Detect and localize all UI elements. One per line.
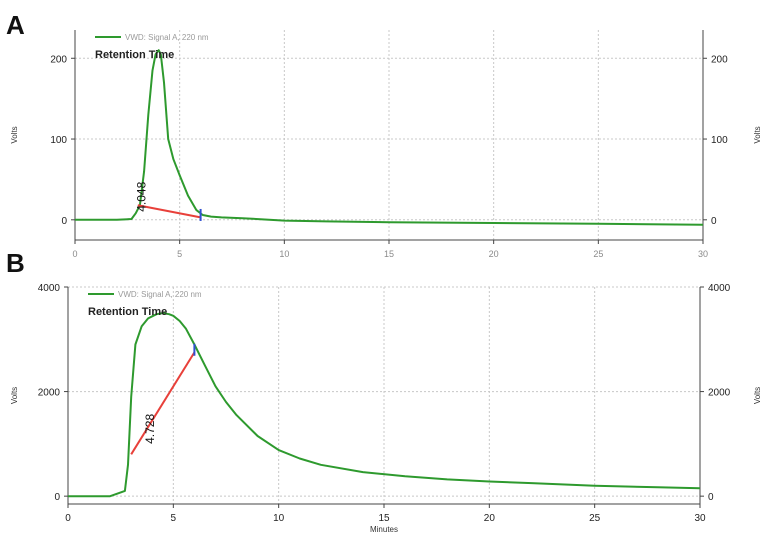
x-tick-label: 20 [484,513,496,524]
y-tick-label-left: 100 [50,135,67,146]
panel-letter-a: A [6,10,25,40]
retention-time-label: 4.728 [143,414,157,444]
y-tick-label-left: 0 [54,492,60,503]
y-axis-label-right: Volts [753,126,762,143]
y-tick-label-right: 4000 [708,283,731,294]
series-line [75,49,704,226]
y-tick-label-right: 2000 [708,388,731,399]
retention-time-title: Retention Time [95,49,174,61]
x-tick-label: 10 [279,249,289,259]
x-tick-label: 5 [177,249,182,259]
y-tick-label-left: 4000 [38,283,61,294]
y-tick-label-left: 2000 [38,388,61,399]
y-axis-label-left: Volts [10,126,19,143]
series-line [68,312,701,498]
x-tick-label: 25 [593,249,603,259]
x-tick-label: 30 [694,513,706,524]
x-tick-label: 20 [489,249,499,259]
x-tick-label: 25 [589,513,601,524]
y-tick-label-left: 200 [50,54,67,65]
integration-baseline [130,351,196,455]
retention-time-label: 4.048 [135,181,149,211]
x-tick-label: 0 [72,249,77,259]
y-tick-label-right: 0 [708,492,714,503]
chart-panel-a: 0 0 100 100 200 200 0 5 10 15 20 25 30 Volts Volts 4.04… [10,30,762,259]
x-tick-label: 5 [171,513,177,524]
y-tick-label-right: 200 [711,54,728,65]
x-tick-label: 10 [273,513,285,524]
y-axis-label-right: Volts [753,387,762,404]
integration-baseline [137,204,201,219]
x-tick-label: 15 [378,513,390,524]
x-tick-label: 0 [65,513,71,524]
y-tick-label-right: 0 [711,216,717,227]
y-tick-label-left: 0 [61,216,67,227]
legend-entry: VWD: Signal A, 220 nm [118,290,202,299]
panel-letter-b: B [6,248,25,278]
x-axis-label: Minutes [370,525,398,534]
legend-entry: VWD: Signal A, 220 nm [125,33,209,42]
retention-time-title: Retention Time [88,306,167,318]
x-tick-label: 15 [384,249,394,259]
y-axis-label-left: Volts [10,387,19,404]
x-tick-label: 30 [698,249,708,259]
y-tick-label-right: 100 [711,135,728,146]
